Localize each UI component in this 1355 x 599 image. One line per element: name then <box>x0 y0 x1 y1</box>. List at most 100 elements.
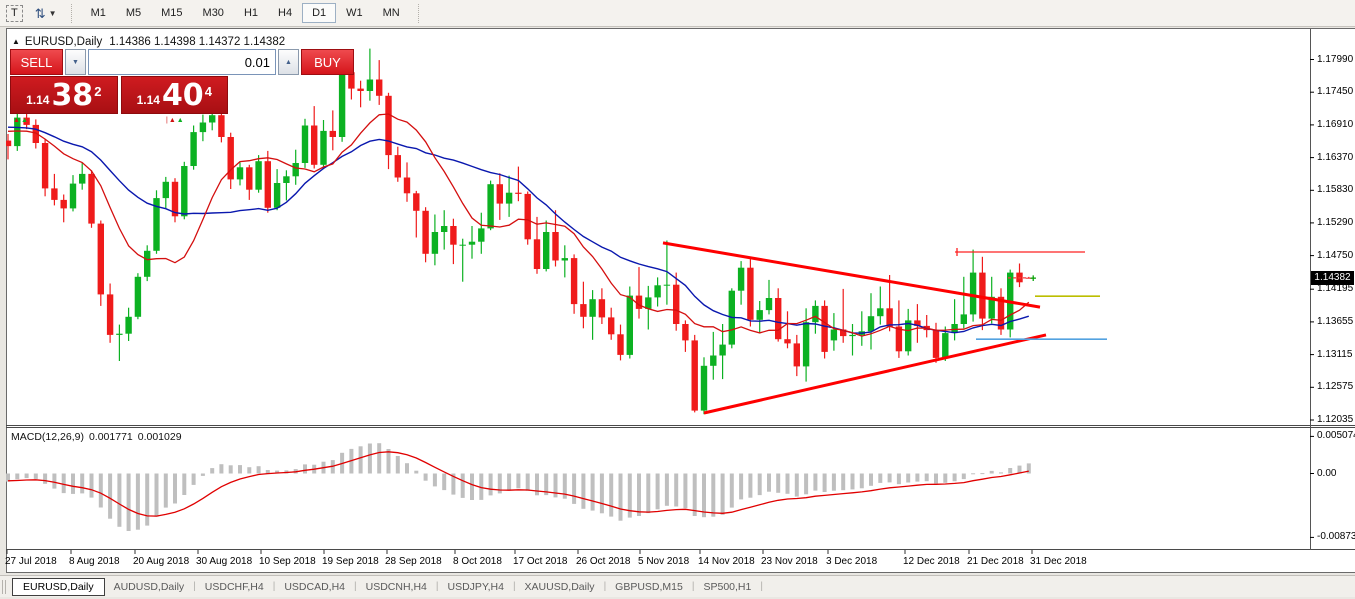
text-tool-button[interactable]: T <box>0 3 29 24</box>
chart-tab-gbpusd[interactable]: GBPUSD,M15 <box>615 580 683 593</box>
macd-axis-label: -0.00873 <box>1317 531 1355 543</box>
time-axis-label: 27 Jul 2018 <box>5 556 57 567</box>
timeframe-button-h4[interactable]: H4 <box>268 3 302 23</box>
chart-tab-usdcad[interactable]: USDCAD,H4 <box>284 580 346 593</box>
time-axis-label: 19 Sep 2018 <box>322 556 379 567</box>
chart-canvas-holder[interactable]: + <box>6 28 1355 572</box>
dropdown-caret-icon: ▼ <box>48 8 57 18</box>
chart-tab-usdcnh[interactable]: USDCNH,H4 <box>365 580 427 593</box>
tab-separator: | <box>512 581 516 592</box>
chart-tabs: EURUSD,Daily AUDUSD,Daily | USDCHF,H4 | USDCA… <box>12 577 763 596</box>
price-axis-label: 1.16370 <box>1317 151 1354 163</box>
top-toolbar: T ⇅ ▼ M1 M5 M15 M30 H1 H4 D1 W1 MN <box>0 0 1355 27</box>
time-axis-label: 8 Aug 2018 <box>69 556 120 567</box>
chart-ohlc-values: 1.14386 1.14398 1.14372 1.14382 <box>109 36 286 48</box>
volume-input[interactable] <box>88 49 276 75</box>
arrange-icon: ⇅ <box>34 5 46 21</box>
price-axis-label: 1.12575 <box>1317 381 1354 393</box>
chart-title: ▲ EURUSD,Daily 1.14386 1.14398 1.14372 1.1… <box>12 36 285 48</box>
tab-separator: | <box>691 581 695 592</box>
time-axis-label: 3 Dec 2018 <box>826 556 878 567</box>
price-axis-label: 1.13115 <box>1317 348 1353 360</box>
chart-tab-audusd[interactable]: AUDUSD,Daily <box>113 580 185 593</box>
price-axis-label: 1.12035 <box>1317 414 1354 425</box>
annotations-layer[interactable]: + <box>662 241 1107 415</box>
time-axis-label: 20 Aug 2018 <box>133 556 190 567</box>
sell-button[interactable]: SELL <box>10 49 63 75</box>
tab-separator: | <box>272 581 276 592</box>
chart-tab-xauusd[interactable]: XAUUSD,Daily <box>524 580 595 593</box>
volume-decrease-button[interactable]: ▼ <box>65 49 86 75</box>
tab-separator: | <box>760 581 763 592</box>
chart-tab-usdjpy[interactable]: USDJPY,H4 <box>447 580 504 593</box>
trade-panel-top-row: SELL ▼ ▲ BUY <box>10 49 354 75</box>
time-axis-label: 30 Aug 2018 <box>196 556 253 567</box>
chart-symbol-period: EURUSD,Daily <box>24 36 103 48</box>
tab-separator: | <box>354 581 357 592</box>
chart-tab-sp500[interactable]: SP500,H1 <box>703 580 752 593</box>
current-price-tag: 1.14382 <box>1311 270 1354 285</box>
time-axis-label: 17 Oct 2018 <box>513 556 568 567</box>
tab-bar-grip <box>2 579 6 594</box>
macd-histogram-layer <box>6 443 1031 531</box>
sell-price-prefix: 1.14 <box>26 93 50 107</box>
sell-price-sup: 2 <box>94 84 102 99</box>
volume-increase-button[interactable]: ▲ <box>278 49 299 75</box>
price-axis-label: 1.17450 <box>1317 86 1354 98</box>
tab-separator: | <box>435 581 439 592</box>
chart-tab-usdchf[interactable]: USDCHF,H4 <box>204 580 264 593</box>
sell-price-big: 38 <box>51 78 94 113</box>
price-axis-label: 1.17990 <box>1317 53 1354 65</box>
tab-separator: | <box>193 581 196 592</box>
sell-tick-direction-icons: ▲▲ <box>13 117 28 124</box>
toolbar-separator <box>417 3 423 23</box>
price-axis-label: 1.15830 <box>1317 184 1354 196</box>
buy-button[interactable]: BUY <box>301 49 354 75</box>
macd-axis-label: 0.005074 <box>1317 430 1355 442</box>
sell-price-box[interactable]: 1.14 38 2 <box>10 76 118 114</box>
timeframe-button-w1[interactable]: W1 <box>336 3 373 23</box>
price-axis-label: 1.13655 <box>1317 315 1354 327</box>
time-axis-label: 12 Dec 2018 <box>903 556 960 567</box>
price-axis-label: 1.16910 <box>1317 118 1354 130</box>
timeframe-button-m5[interactable]: M5 <box>116 3 151 23</box>
macd-name: MACD(12,26,9) <box>11 431 84 443</box>
macd-value-signal: 0.001029 <box>137 431 182 443</box>
timeframe-button-mn[interactable]: MN <box>373 3 410 23</box>
price-axis-label: 1.14195 <box>1317 283 1354 295</box>
candlestick-and-macd-chart[interactable]: + <box>6 28 1355 572</box>
time-axis-label: 21 Dec 2018 <box>967 556 1024 567</box>
trade-panel-price-row: 1.14 38 2 1.14 40 4 <box>10 76 228 114</box>
time-axis-label: 31 Dec 2018 <box>1030 556 1087 567</box>
timeframe-button-m15[interactable]: M15 <box>151 3 192 23</box>
macd-indicator-label: MACD(12,26,9) 0.001771 0.001029 <box>11 431 187 443</box>
moving-averages-layer <box>7 113 1030 337</box>
price-axis-label: 1.15290 <box>1317 216 1354 228</box>
macd-axis-label: 0.00 <box>1317 467 1337 479</box>
timeframe-button-m1[interactable]: M1 <box>81 3 116 23</box>
collapse-arrow-icon[interactable]: ▲ <box>12 37 20 46</box>
timeframe-toolbar: M1 M5 M15 M30 H1 H4 D1 W1 MN <box>81 3 410 23</box>
price-axis-label: 1.14750 <box>1317 249 1354 261</box>
chart-tab-eurusd[interactable]: EURUSD,Daily <box>12 577 105 596</box>
svg-text:+: + <box>1030 273 1036 285</box>
timeframe-button-h1[interactable]: H1 <box>234 3 268 23</box>
time-axis-label: 23 Nov 2018 <box>761 556 818 567</box>
time-axis-label: 28 Sep 2018 <box>385 556 442 567</box>
buy-price-big: 40 <box>161 78 204 113</box>
timeframe-button-d1[interactable]: D1 <box>302 3 337 23</box>
buy-price-prefix: 1.14 <box>136 93 160 107</box>
timeframe-button-m30[interactable]: M30 <box>193 3 234 23</box>
arrange-tool-button[interactable]: ⇅ ▼ <box>29 3 63 24</box>
buy-price-sup: 4 <box>204 84 212 99</box>
time-axis-label: 5 Nov 2018 <box>638 556 690 567</box>
toolbar-separator <box>70 3 76 23</box>
time-axis-label: 8 Oct 2018 <box>453 556 502 567</box>
time-axis-label: 14 Nov 2018 <box>698 556 755 567</box>
buy-price-box[interactable]: 1.14 40 4 <box>120 76 228 114</box>
time-axis-label: 10 Sep 2018 <box>259 556 316 567</box>
tab-separator: | <box>603 581 607 592</box>
time-axis-label: 26 Oct 2018 <box>576 556 631 567</box>
